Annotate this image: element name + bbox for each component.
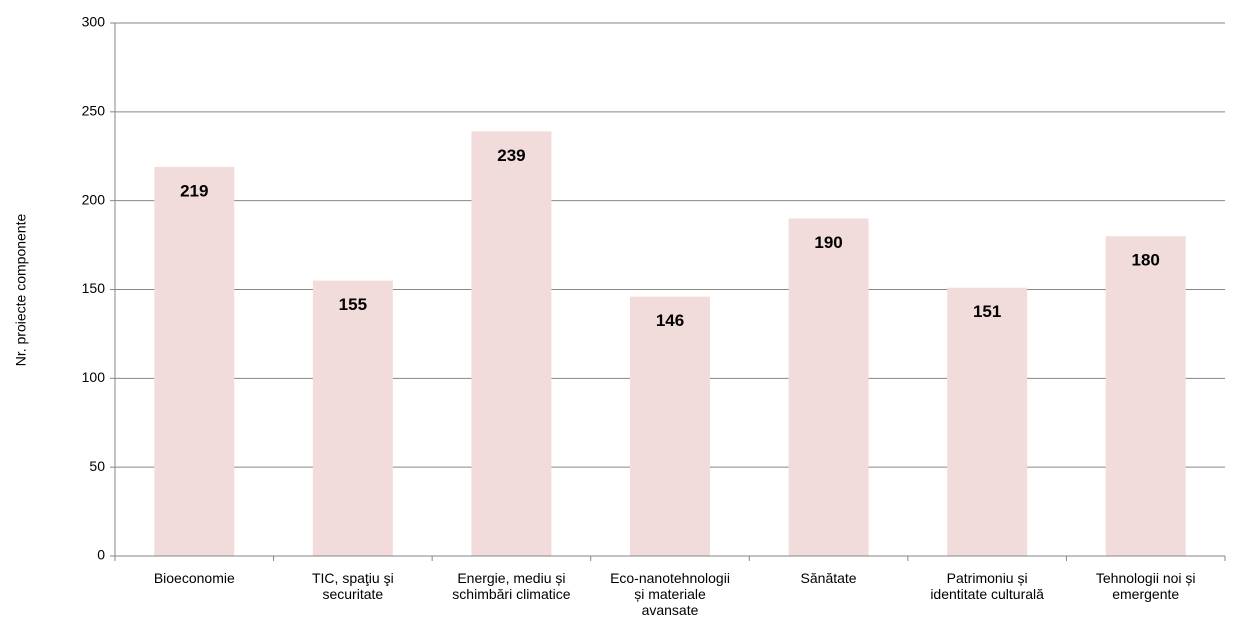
bar [471,131,552,557]
y-tick-label: 300 [82,14,106,30]
value-label: 155 [339,295,367,314]
y-tick-label: 250 [82,103,106,119]
bar [788,218,869,556]
x-tick-label: Tehnologii noi și emergente [1095,570,1196,602]
x-tick-label: Eco-nanotehnologii și materiale avansate [610,570,730,618]
bar [630,296,710,556]
x-tick-label: Bioeconomie [153,570,235,586]
value-label: 219 [180,181,208,200]
y-tick-label: 0 [97,547,105,563]
value-label: 239 [497,146,525,165]
value-label: 151 [973,302,1001,321]
value-label: 146 [656,311,684,330]
y-tick-label: 150 [82,280,106,296]
y-tick-label: 100 [82,369,106,385]
bar [947,287,1028,556]
y-tick-label: 200 [82,191,106,207]
bar [312,280,393,556]
y-tick-label: 50 [89,458,105,474]
y-axis-label: Nr. proiecte componente [13,214,29,367]
x-tick-label: Sănătate [800,570,857,586]
x-tick-label: Energie, mediu și schimbări climatice [452,570,571,602]
value-label: 190 [814,233,842,252]
value-label: 180 [1132,251,1160,270]
x-tick-label: Patrimoniu și identitate culturală [930,570,1044,602]
x-tick-label: TIC, spaţiu şi securitate [311,570,394,602]
bar [1105,236,1186,556]
bar [154,166,235,556]
